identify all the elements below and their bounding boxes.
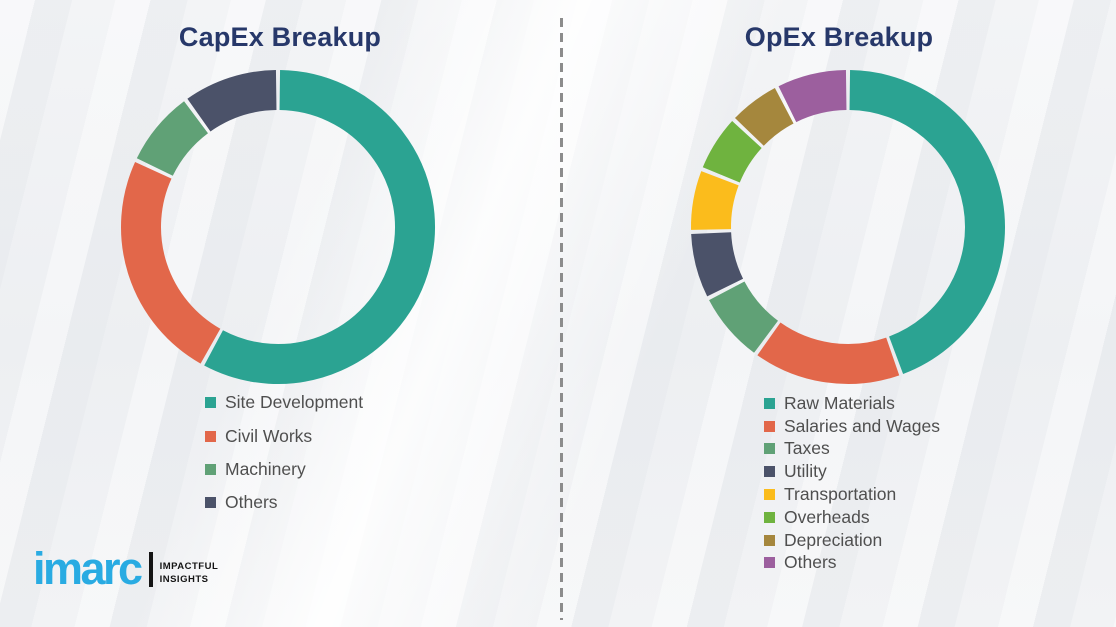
legend-item-machinery: Machinery bbox=[205, 453, 363, 486]
legend-item-raw-materials: Raw Materials bbox=[764, 392, 940, 415]
legend-label: Raw Materials bbox=[784, 392, 895, 413]
donut-segment-machinery bbox=[136, 101, 209, 177]
legend-item-utility: Utility bbox=[764, 460, 940, 483]
legend-label: Civil Works bbox=[225, 425, 313, 446]
imarc-logo-tagline: IMPACTFUL INSIGHTS bbox=[160, 561, 219, 588]
legend-label: Taxes bbox=[784, 438, 830, 459]
legend-color-marker bbox=[205, 497, 216, 509]
legend-label: Utility bbox=[784, 461, 827, 482]
imarc-logo-wordmark: imarc bbox=[33, 543, 143, 594]
donut-segment-transportation bbox=[691, 171, 739, 230]
donut-segment-overheads bbox=[702, 121, 763, 184]
imarc-logo-divider-bar bbox=[148, 551, 153, 587]
legend-item-site-development: Site Development bbox=[205, 386, 363, 419]
legend-color-marker bbox=[764, 397, 775, 409]
legend-label: Salaries and Wages bbox=[784, 415, 940, 436]
donut-segment-taxes bbox=[709, 280, 779, 353]
legend-color-marker bbox=[764, 557, 775, 569]
opex-legend: Raw Materials Salaries and Wages Taxes Util… bbox=[764, 392, 940, 574]
legend-label: Site Development bbox=[225, 392, 364, 413]
donut-segment-others bbox=[778, 70, 848, 123]
legend-label: Overheads bbox=[784, 506, 870, 527]
legend-color-marker bbox=[764, 511, 775, 523]
legend-color-marker bbox=[764, 443, 775, 455]
legend-label: Transportation bbox=[784, 484, 897, 505]
tagline-line2: INSIGHTS bbox=[159, 573, 209, 585]
donut-segment-site-development bbox=[204, 70, 435, 384]
legend-item-civil-works: Civil Works bbox=[205, 419, 363, 452]
legend-label: Depreciation bbox=[784, 529, 883, 550]
tagline-line1: IMPACTFUL bbox=[159, 561, 219, 573]
legend-item-transportation: Transportation bbox=[764, 483, 940, 506]
capex-legend: Site Development Civil Works Machinery Othe… bbox=[205, 386, 363, 520]
legend-color-marker bbox=[764, 466, 775, 478]
legend-color-marker bbox=[205, 463, 216, 475]
capex-chart-title: CapEx Breakup bbox=[178, 22, 382, 52]
legend-color-marker bbox=[764, 534, 775, 546]
legend-label: Others bbox=[225, 492, 278, 513]
legend-item-overheads: Overheads bbox=[764, 506, 940, 529]
donut-segment-raw-materials bbox=[849, 70, 1005, 374]
legend-item-taxes: Taxes bbox=[764, 438, 940, 461]
donut-segment-salaries-and-wages bbox=[757, 322, 900, 384]
legend-color-marker bbox=[205, 430, 216, 442]
donut-segment-depreciation bbox=[734, 88, 795, 147]
legend-color-marker bbox=[764, 420, 775, 432]
legend-item-others: Others bbox=[205, 486, 363, 519]
opex-chart-title: OpEx Breakup bbox=[744, 22, 934, 52]
legend-label: Others bbox=[784, 552, 837, 573]
legend-item-others: Others bbox=[764, 552, 940, 575]
legend-color-marker bbox=[205, 397, 216, 409]
opex-panel: OpEx Breakup Raw Materials Salaries and W… bbox=[562, 0, 1116, 627]
opex-donut-chart bbox=[691, 70, 1005, 384]
legend-label: Machinery bbox=[225, 458, 306, 479]
capex-donut-chart bbox=[121, 70, 435, 384]
capex-panel: CapEx Breakup Site Development Civil Work… bbox=[121, 22, 435, 520]
divider-dashed-line bbox=[560, 18, 563, 620]
donut-segment-utility bbox=[691, 231, 744, 297]
imarc-logo: imarc IMPACTFUL INSIGHTS bbox=[33, 543, 219, 594]
legend-item-salaries-and-wages: Salaries and Wages bbox=[764, 415, 940, 438]
legend-color-marker bbox=[764, 489, 775, 501]
donut-segment-others bbox=[187, 70, 278, 132]
legend-item-depreciation: Depreciation bbox=[764, 529, 940, 552]
donut-segment-civil-works bbox=[121, 162, 221, 364]
